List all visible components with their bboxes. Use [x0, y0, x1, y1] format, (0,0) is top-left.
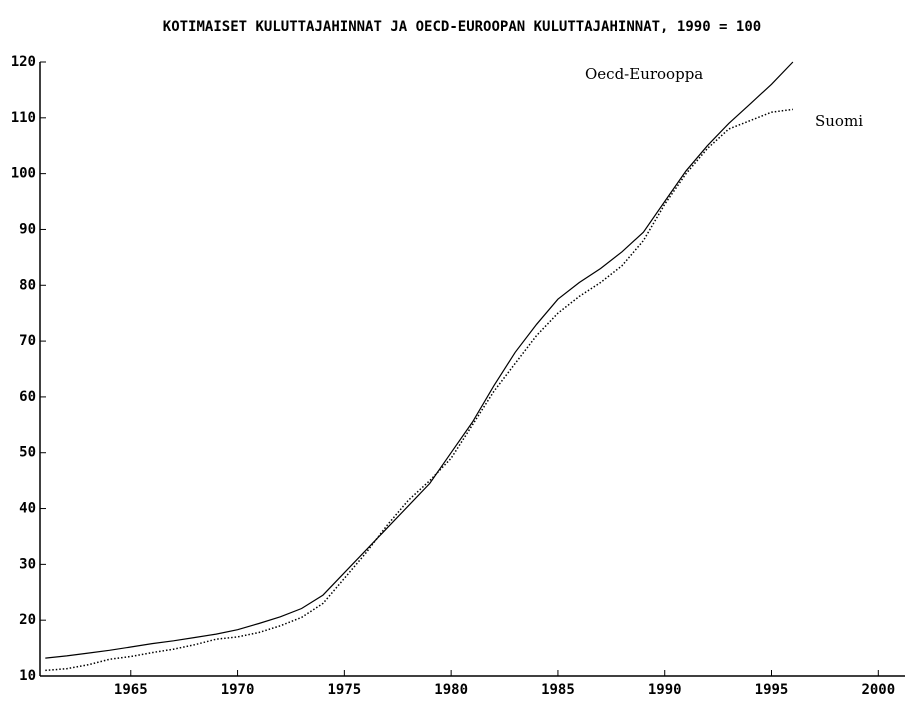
x-tick-label: 1975 — [327, 682, 361, 698]
x-tick-label: 1995 — [755, 682, 789, 698]
y-tick-label: 110 — [11, 110, 36, 126]
y-tick-label: 50 — [19, 445, 36, 461]
y-tick-label: 20 — [19, 612, 36, 628]
series-line — [45, 108, 793, 672]
series-line — [45, 61, 794, 659]
x-tick-label: 1990 — [648, 682, 682, 698]
x-tick-label: 2000 — [861, 682, 895, 698]
y-tick-label: 30 — [19, 556, 36, 572]
chart-title: KOTIMAISET KULUTTAJAHINNAT JA OECD-EUROO… — [163, 19, 761, 35]
y-tick-label: 60 — [19, 389, 36, 405]
y-tick-label: 90 — [19, 221, 36, 237]
y-tick-label: 70 — [19, 333, 36, 349]
x-tick-label: 1970 — [221, 682, 255, 698]
y-tick-label: 10 — [19, 668, 36, 684]
series-label: Oecd-Eurooppa — [585, 65, 703, 83]
y-tick-label: 80 — [19, 277, 36, 293]
x-tick-label: 1980 — [434, 682, 468, 698]
x-tick-label: 1985 — [541, 682, 575, 698]
x-tick-label: 1965 — [114, 682, 148, 698]
y-tick-label: 40 — [19, 501, 36, 517]
y-tick-label: 120 — [11, 54, 36, 70]
y-tick-label: 100 — [11, 166, 36, 182]
series-label: Suomi — [815, 112, 863, 130]
